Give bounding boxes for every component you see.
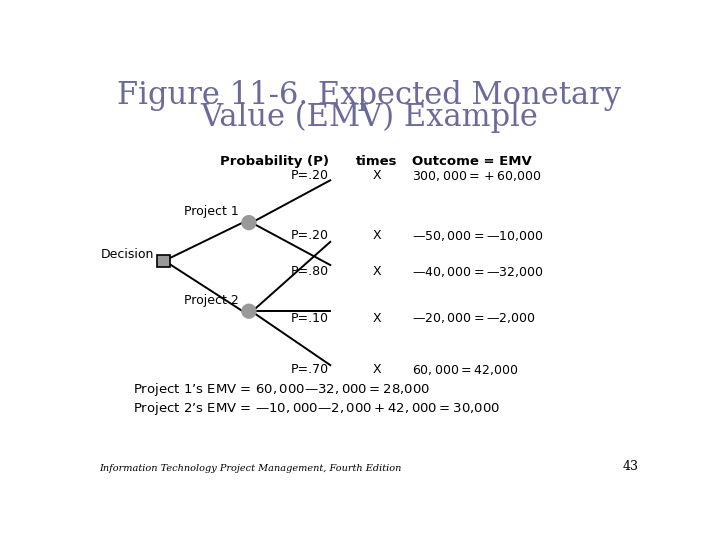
Text: Project 1’s EMV = $60,000 —32,000 = $28,000: Project 1’s EMV = $60,000 —32,000 = $28,… <box>132 381 430 398</box>
Text: P=.20: P=.20 <box>291 230 329 242</box>
Text: P=.20: P=.20 <box>291 169 329 182</box>
Text: Project 2: Project 2 <box>184 294 239 307</box>
Text: times: times <box>356 154 397 167</box>
Text: P=.70: P=.70 <box>291 363 329 376</box>
Text: —$20,000 = —$2,000: —$20,000 = —$2,000 <box>412 311 535 325</box>
Text: X: X <box>372 169 381 182</box>
Text: Figure 11-6. Expected Monetary: Figure 11-6. Expected Monetary <box>117 80 621 111</box>
Circle shape <box>242 304 256 318</box>
Text: Project 1: Project 1 <box>184 205 239 218</box>
Text: P=.10: P=.10 <box>291 312 329 325</box>
Text: $60,000 = $42,000: $60,000 = $42,000 <box>412 363 518 377</box>
Text: Value (EMV) Example: Value (EMV) Example <box>200 102 538 133</box>
Text: Information Technology Project Management, Fourth Edition: Information Technology Project Managemen… <box>99 464 402 473</box>
Bar <box>158 255 170 267</box>
Text: —$50,000 = —$10,000: —$50,000 = —$10,000 <box>412 229 543 243</box>
Text: Decision: Decision <box>101 248 154 261</box>
Text: X: X <box>372 230 381 242</box>
Text: Probability (P): Probability (P) <box>220 154 329 167</box>
Text: 43: 43 <box>623 460 639 473</box>
Text: $300,000 = +$60,000: $300,000 = +$60,000 <box>412 168 541 183</box>
Text: X: X <box>372 312 381 325</box>
Text: X: X <box>372 363 381 376</box>
Circle shape <box>242 215 256 230</box>
Text: P=.80: P=.80 <box>291 266 329 279</box>
Text: X: X <box>372 266 381 279</box>
Text: Outcome = EMV: Outcome = EMV <box>412 154 531 167</box>
Text: —$40,000 = —$32,000: —$40,000 = —$32,000 <box>412 265 543 279</box>
Text: Project 2’s EMV = —$10,000 —2,000 + 42,000 = $30,000: Project 2’s EMV = —$10,000 —2,000 + 42,0… <box>132 400 500 417</box>
